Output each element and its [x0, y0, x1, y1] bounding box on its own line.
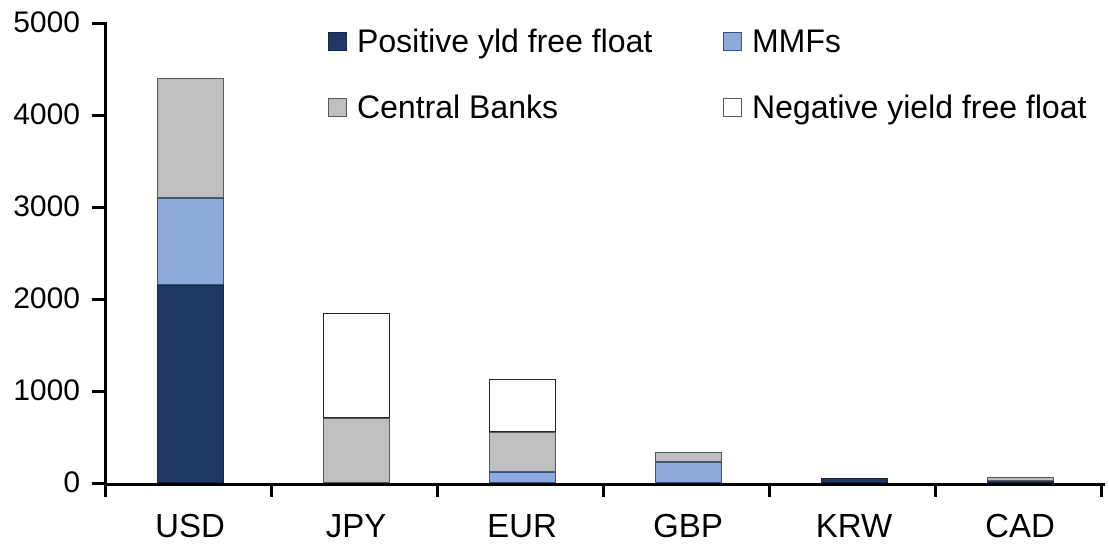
x-category-label: KRW: [815, 507, 893, 544]
bar-segment-USD-series-0: [157, 285, 224, 483]
y-tick-label: 4000: [13, 98, 80, 131]
x-axis-tick: [934, 483, 937, 497]
x-category-label: GBP: [653, 507, 723, 544]
x-axis-tick: [602, 483, 605, 497]
bar-segment-GBP-series-1: [655, 462, 722, 483]
legend-label: Central Banks: [357, 89, 558, 125]
y-tick-label: 3000: [13, 190, 80, 223]
x-axis-tick: [1100, 483, 1103, 497]
x-axis-tick: [270, 483, 273, 497]
x-category-label: USD: [155, 507, 225, 544]
legend-swatch-icon: [328, 31, 347, 51]
legend-swatch-icon: [328, 97, 347, 117]
x-category-label: JPY: [325, 507, 387, 544]
y-tick-label: 1000: [13, 374, 80, 407]
y-tick-label: 0: [63, 466, 80, 499]
bar-segment-EUR-series-2: [489, 432, 556, 472]
bar-segment-JPY-series-3: [323, 313, 390, 418]
legend-label: Negative yield free float: [752, 89, 1087, 125]
x-axis-tick: [436, 483, 439, 497]
bar-segment-KRW-series-0: [821, 478, 888, 483]
legend-item-0: Positive yld free float: [328, 22, 652, 60]
bar-segment-EUR-series-3: [489, 379, 556, 432]
legend-item-1: MMFs: [723, 22, 841, 60]
y-axis-tick: [92, 22, 107, 25]
bar-segment-GBP-series-2: [655, 452, 722, 462]
y-axis-tick: [92, 482, 107, 485]
x-category-label: CAD: [985, 507, 1055, 544]
bar-segment-JPY-series-2: [323, 418, 390, 483]
y-axis-line: [104, 22, 107, 486]
y-axis-tick: [92, 206, 107, 209]
bar-segment-USD-series-2: [157, 78, 224, 198]
bar-segment-CAD-series-2: [987, 477, 1054, 481]
y-axis-tick: [92, 114, 107, 117]
legend-label: Positive yld free float: [357, 23, 653, 59]
x-category-label: EUR: [487, 507, 557, 544]
legend-item-3: Negative yield free float: [723, 88, 1086, 126]
y-axis-tick: [92, 298, 107, 301]
y-tick-label: 5000: [13, 6, 80, 39]
legend-swatch-icon: [723, 31, 742, 51]
bar-segment-USD-series-1: [157, 198, 224, 285]
y-axis-tick: [92, 390, 107, 393]
y-tick-label: 2000: [13, 282, 80, 315]
legend-item-2: Central Banks: [328, 88, 558, 126]
x-axis-tick: [768, 483, 771, 497]
legend-label: MMFs: [752, 23, 841, 59]
x-axis-tick: [104, 483, 107, 497]
legend-swatch-icon: [723, 97, 742, 117]
bar-segment-EUR-series-1: [489, 472, 556, 483]
